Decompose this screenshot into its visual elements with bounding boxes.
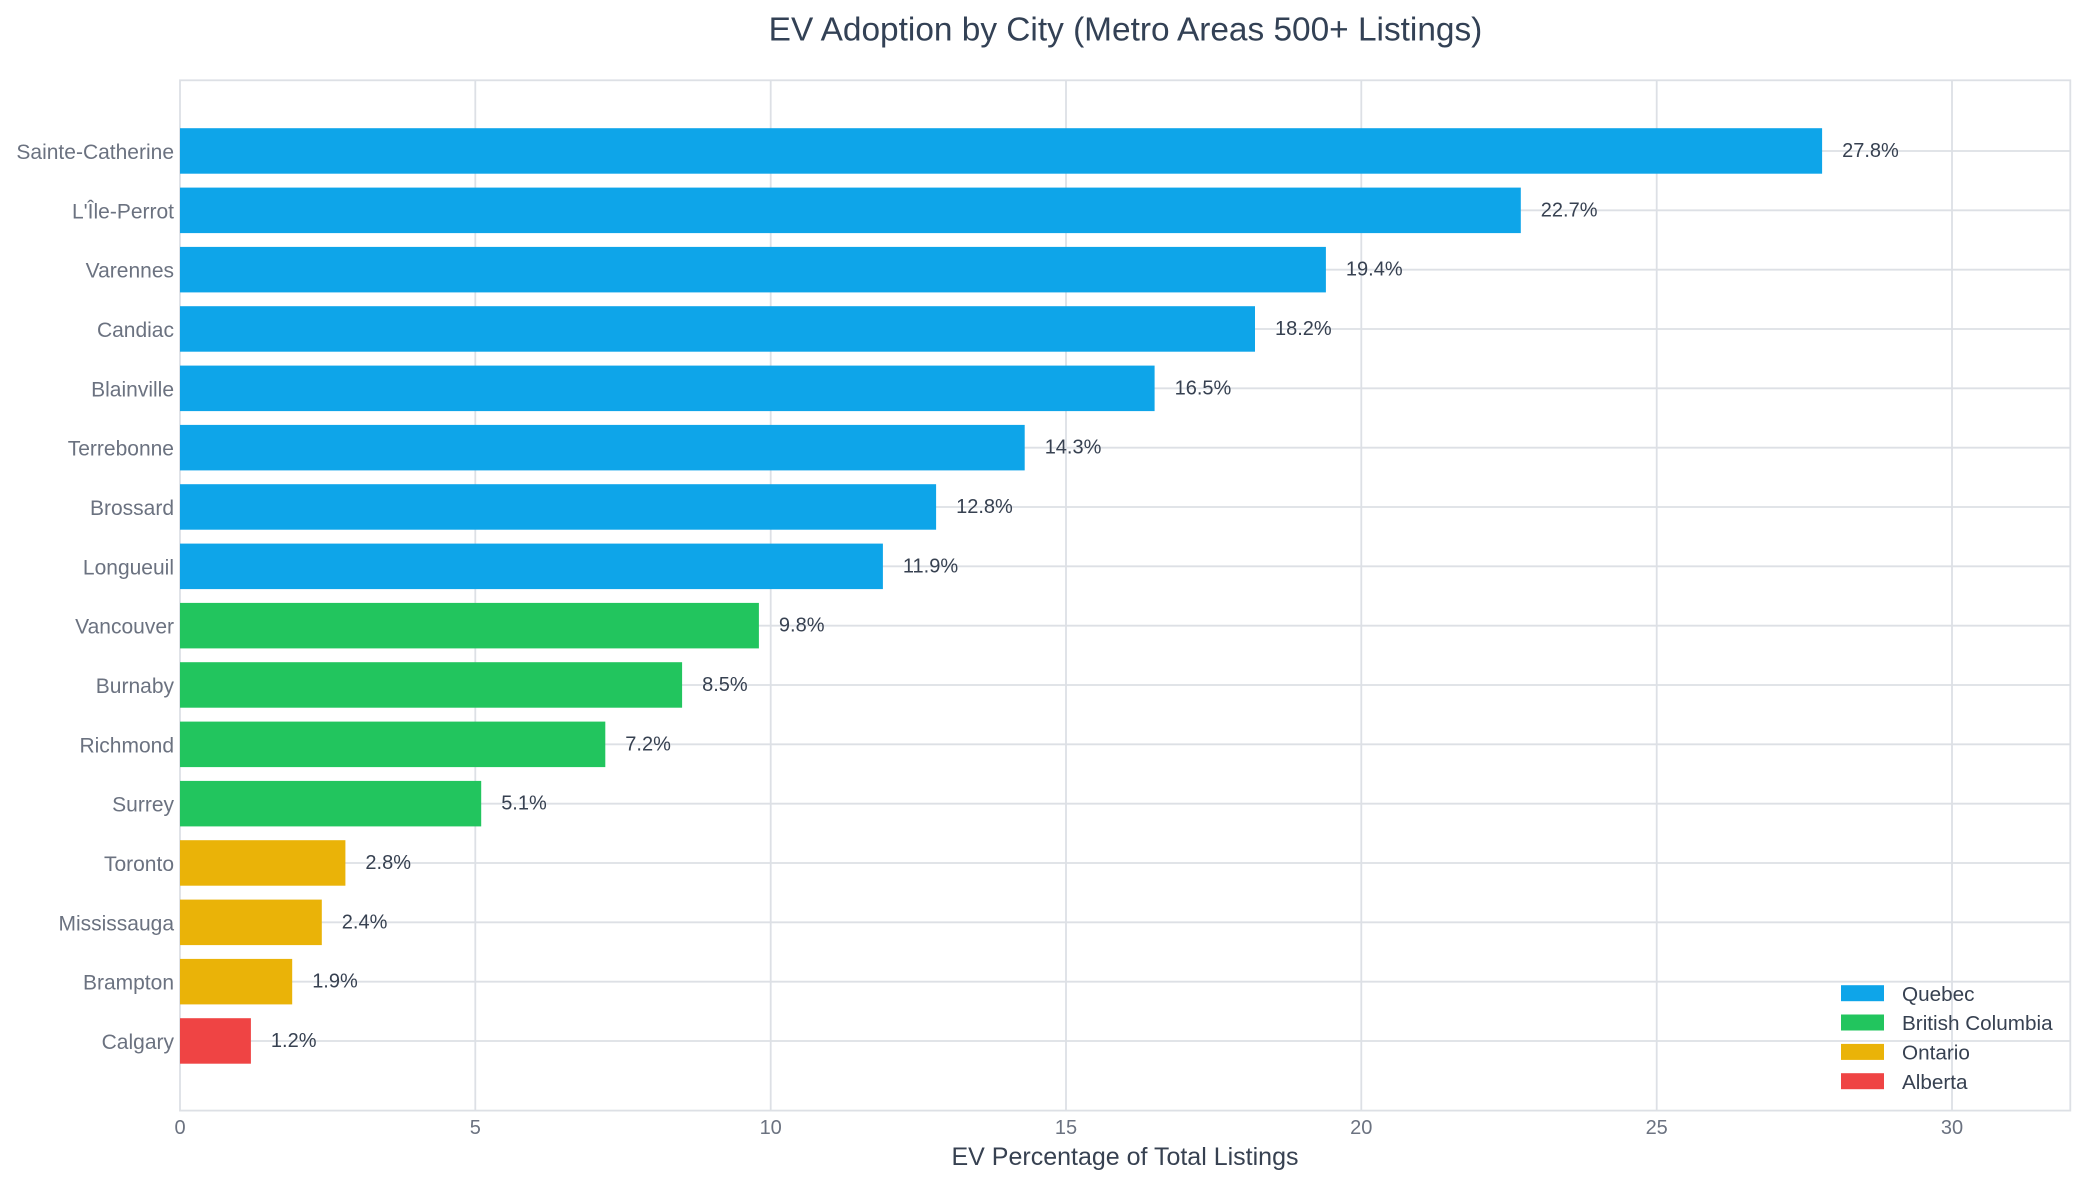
svg-text:9.8%: 9.8%: [779, 615, 825, 637]
svg-text:Brampton: Brampton: [83, 972, 174, 995]
svg-text:27.8%: 27.8%: [1842, 140, 1899, 162]
svg-text:14.3%: 14.3%: [1045, 437, 1102, 459]
svg-text:Toronto: Toronto: [104, 853, 174, 876]
svg-text:Vancouver: Vancouver: [75, 616, 174, 639]
svg-text:0: 0: [174, 1117, 185, 1139]
svg-text:10: 10: [760, 1117, 782, 1139]
svg-text:EV Percentage of Total Listing: EV Percentage of Total Listings: [952, 1143, 1299, 1171]
svg-text:Brossard: Brossard: [90, 497, 174, 520]
svg-text:25: 25: [1646, 1117, 1668, 1139]
svg-text:18.2%: 18.2%: [1275, 318, 1332, 340]
svg-text:Sainte-Catherine: Sainte-Catherine: [16, 141, 174, 164]
svg-text:British Columbia: British Columbia: [1902, 1012, 2053, 1035]
svg-text:Richmond: Richmond: [79, 734, 174, 757]
svg-text:Candiac: Candiac: [97, 319, 174, 342]
svg-text:12.8%: 12.8%: [956, 496, 1013, 518]
svg-text:Quebec: Quebec: [1902, 983, 1974, 1006]
svg-text:5.1%: 5.1%: [501, 793, 547, 815]
svg-text:22.7%: 22.7%: [1541, 199, 1598, 221]
svg-text:Burnaby: Burnaby: [96, 675, 175, 698]
svg-text:30: 30: [1941, 1117, 1963, 1139]
svg-text:5: 5: [470, 1117, 481, 1139]
svg-text:11.9%: 11.9%: [903, 555, 958, 577]
svg-text:Surrey: Surrey: [112, 794, 174, 817]
svg-text:1.9%: 1.9%: [312, 971, 358, 993]
svg-text:20: 20: [1350, 1117, 1372, 1139]
svg-text:15: 15: [1055, 1117, 1077, 1139]
svg-text:Ontario: Ontario: [1902, 1042, 1970, 1065]
svg-text:Blainville: Blainville: [91, 378, 174, 401]
svg-text:16.5%: 16.5%: [1175, 377, 1232, 399]
svg-text:L'Île-Perrot: L'Île-Perrot: [72, 200, 174, 223]
svg-text:Longueuil: Longueuil: [83, 556, 174, 579]
svg-text:Calgary: Calgary: [102, 1031, 175, 1054]
svg-text:2.8%: 2.8%: [365, 852, 411, 874]
svg-text:Varennes: Varennes: [86, 260, 174, 283]
svg-text:1.2%: 1.2%: [271, 1030, 317, 1052]
svg-text:8.5%: 8.5%: [702, 674, 748, 696]
svg-text:2.4%: 2.4%: [342, 911, 388, 933]
svg-text:Terrebonne: Terrebonne: [68, 438, 174, 461]
svg-text:7.2%: 7.2%: [625, 733, 671, 755]
svg-text:Mississauga: Mississauga: [58, 912, 174, 935]
svg-text:Alberta: Alberta: [1902, 1071, 1968, 1094]
svg-text:EV Adoption by City (Metro Are: EV Adoption by City (Metro Areas 500+ Li…: [769, 12, 1483, 49]
svg-text:19.4%: 19.4%: [1346, 259, 1403, 281]
